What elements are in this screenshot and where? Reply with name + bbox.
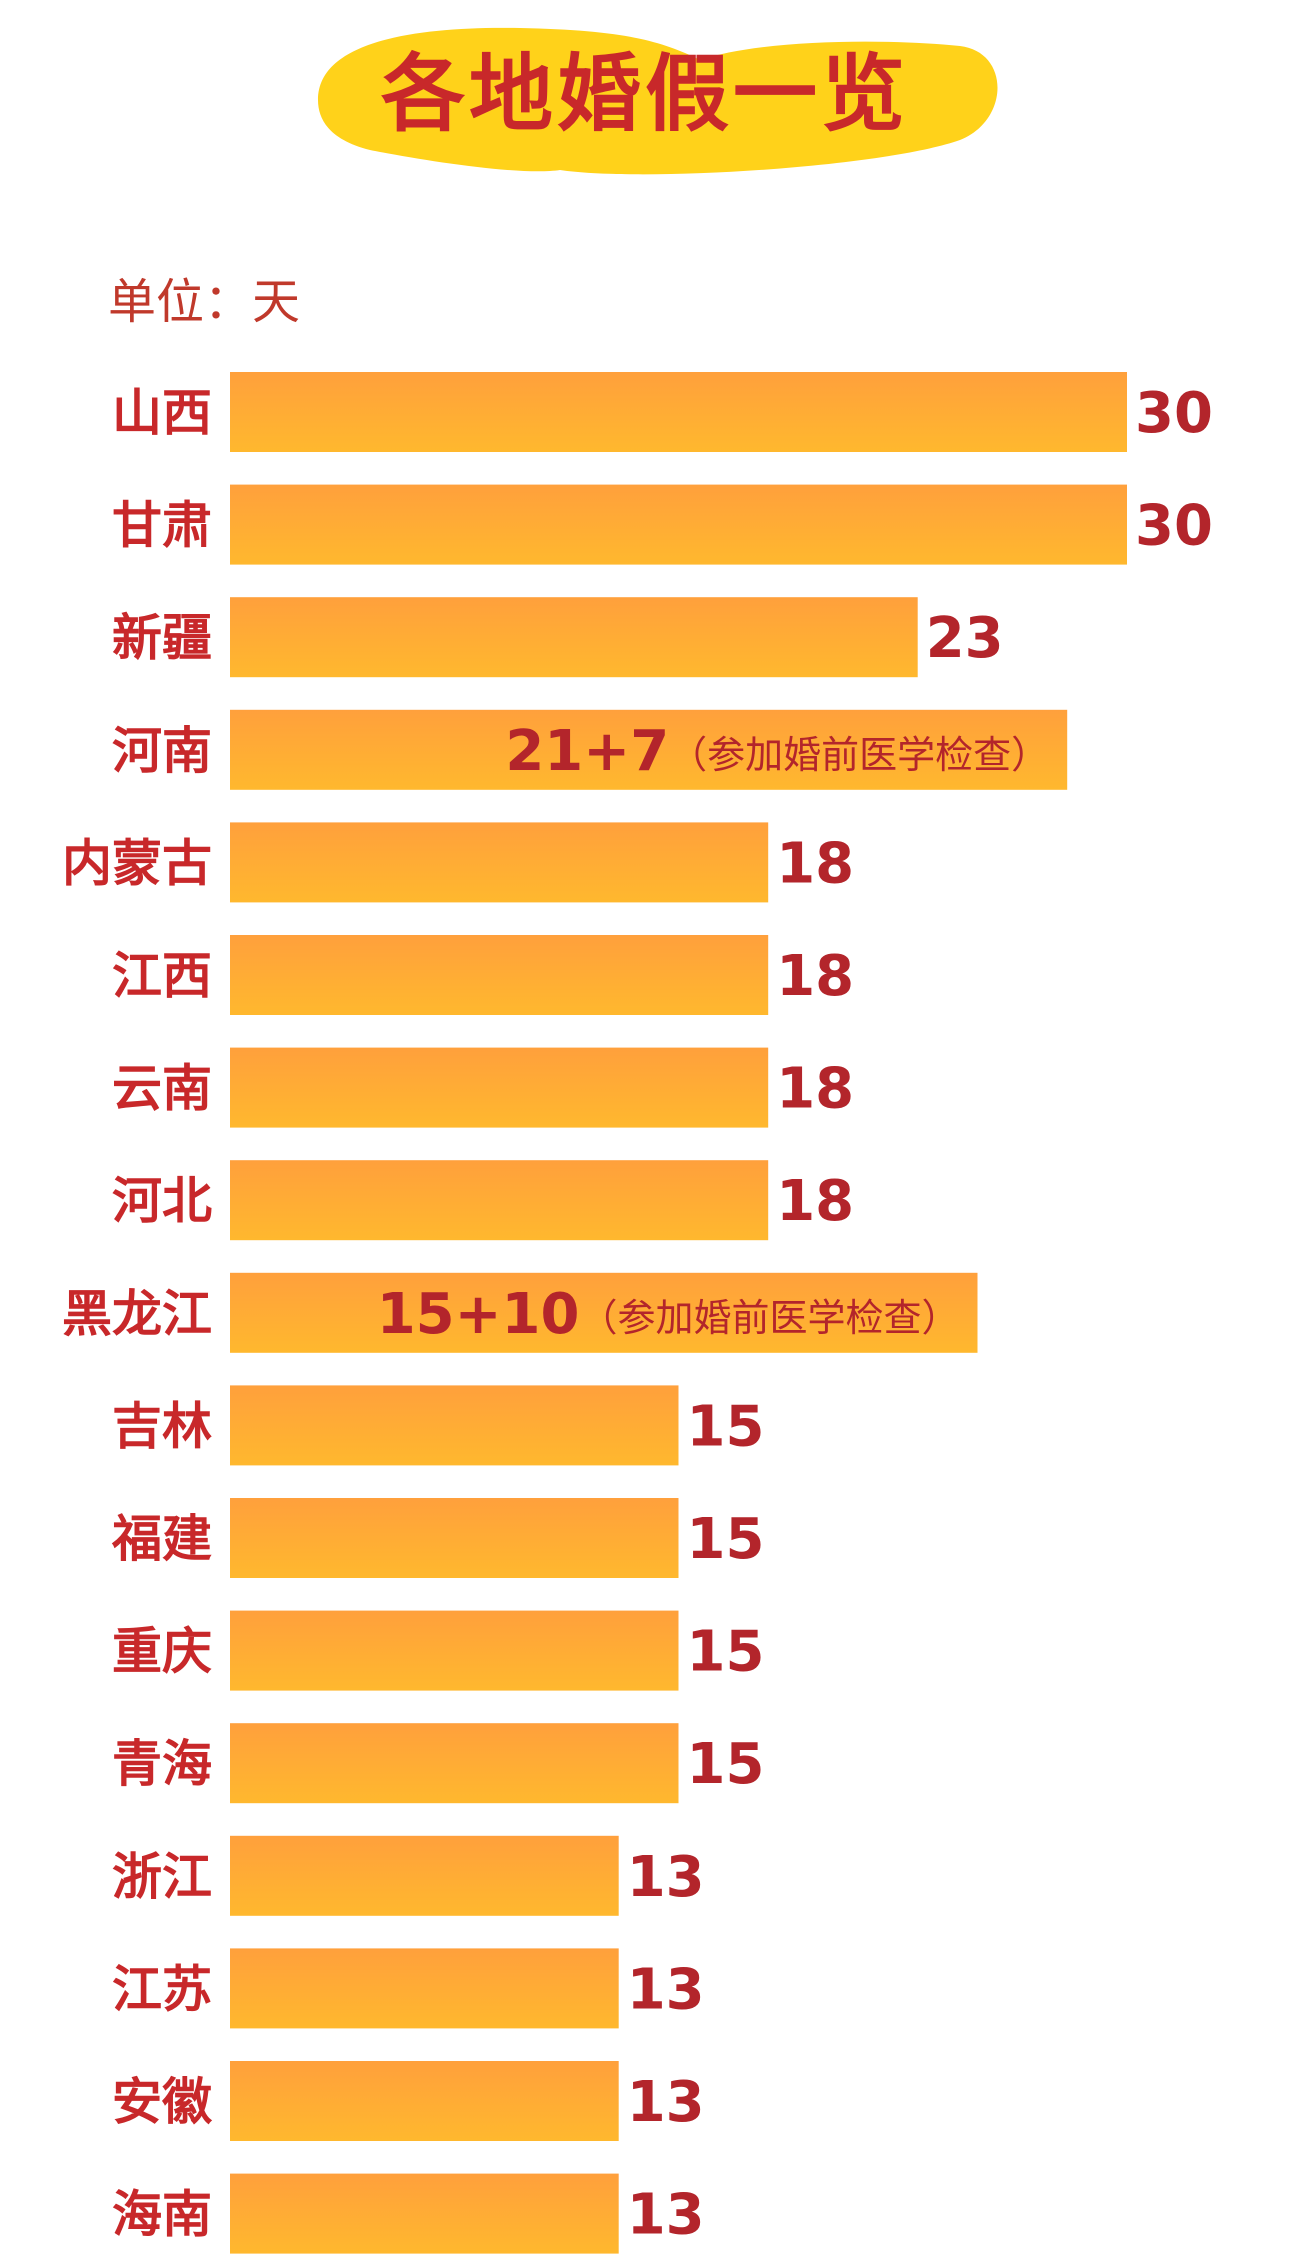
category-label: 云南 [112,1060,212,1118]
category-label: 安徽 [112,2073,213,2131]
value-label: 15 [687,1732,765,1797]
category-label: 甘肃 [112,497,212,555]
unit-label: 单位：天 [108,274,301,330]
category-label: 内蒙古 [62,834,212,892]
category-label: 浙江 [112,1848,212,1906]
bars-layer: 山西 30 甘肃 30 新疆 23 河南 21+7（参加婚前医学检查） 内蒙古 18 江西 18 云南 1… [62,372,1213,2254]
bar-2 [230,484,1127,565]
value-label: 30 [1135,381,1213,446]
category-label: 河南 [112,722,212,780]
value-label: 23 [926,606,1004,671]
bar-14 [230,1835,619,1916]
value-label: 30 [1135,494,1213,559]
bar-13 [230,1723,679,1804]
bar-12 [230,1610,679,1691]
category-label: 重庆 [112,1623,212,1681]
value-label: 15 [687,1507,765,1572]
bar-15 [230,1948,619,2029]
title-badge [318,27,998,175]
value-label: 15+10（参加婚前医学检查） [377,1282,960,1347]
value-label: 18 [776,1169,854,1234]
value-label: 18 [776,1057,854,1122]
category-label: 吉林 [112,1397,212,1455]
bar-3 [230,597,918,678]
value-label: 18 [776,831,854,896]
value-label: 15 [687,1394,765,1459]
value-label: 21+7（参加婚前医学检查） [505,719,1049,784]
value-label: 15 [687,1620,765,1685]
bar-6 [230,935,769,1015]
category-label: 山西 [112,384,212,442]
bar-7 [230,1047,769,1128]
bar-5 [230,822,769,903]
bar-16 [230,2061,619,2141]
bar-10 [230,1385,679,1466]
category-label: 青海 [112,1735,212,1793]
bar-9 [230,1272,978,1353]
category-label: 江西 [112,947,212,1005]
chart-title: 各地婚假一览 [380,45,909,143]
category-label: 新疆 [112,609,212,667]
value-label: 13 [627,2070,705,2135]
category-label: 黑龙江 [62,1285,212,1343]
category-label: 河北 [112,1172,212,1230]
value-label: 13 [627,2183,705,2248]
bar-11 [230,1498,679,1578]
value-label: 13 [627,1845,705,1910]
bar-4 [230,709,1068,790]
bar-1 [230,372,1127,452]
value-label: 13 [627,1957,705,2022]
bar-8 [230,1160,769,1241]
value-label: 18 [776,944,854,1009]
category-label: 福建 [111,1510,212,1568]
category-label: 海南 [112,2186,212,2244]
bar-17 [230,2173,619,2254]
category-label: 江苏 [112,1960,212,2018]
